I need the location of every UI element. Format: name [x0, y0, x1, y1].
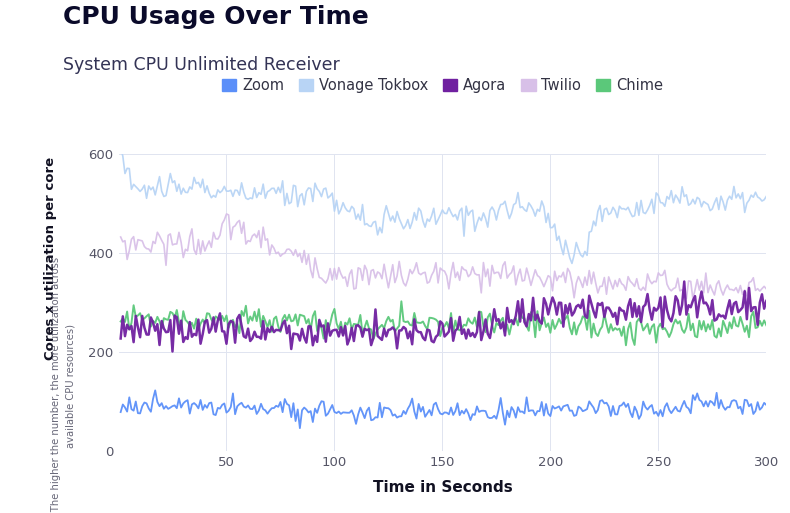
Text: System CPU Unlimited Receiver: System CPU Unlimited Receiver — [63, 56, 340, 74]
Legend: Zoom, Vonage Tokbox, Agora, Twilio, Chime: Zoom, Vonage Tokbox, Agora, Twilio, Chim… — [221, 78, 664, 93]
Text: Cores x utilization per core: Cores x utilization per core — [44, 156, 57, 360]
X-axis label: Time in Seconds: Time in Seconds — [373, 480, 512, 496]
Text: (The higher the number, the more utilization across
available CPU resources): (The higher the number, the more utiliza… — [51, 257, 75, 513]
Text: CPU Usage Over Time: CPU Usage Over Time — [63, 5, 369, 29]
